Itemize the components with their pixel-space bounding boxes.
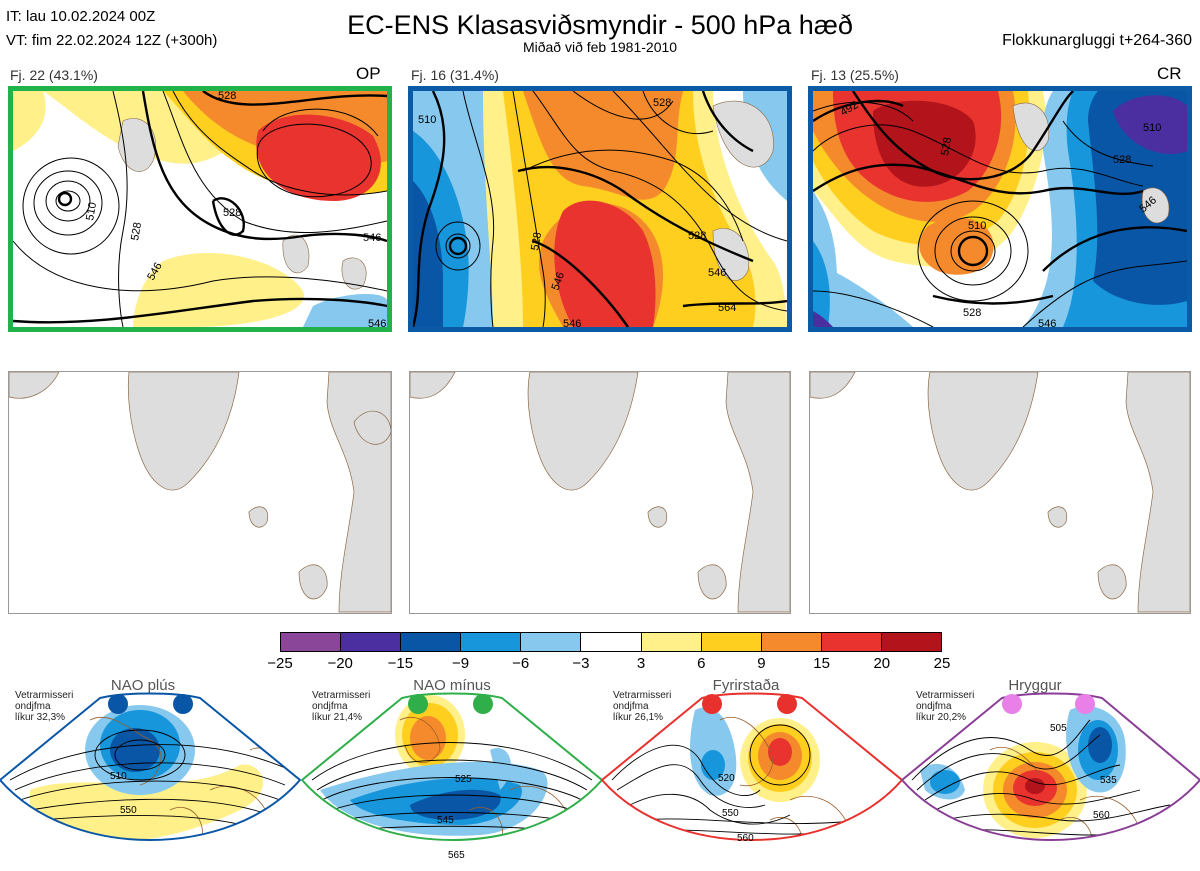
- cluster-2-contour-label: 528: [653, 97, 671, 109]
- cluster-1-contour-label: 546: [363, 232, 381, 244]
- colorbar-segment: [880, 633, 942, 651]
- cluster-3-contour-label: 546: [1038, 318, 1056, 327]
- regime-4-note-line: Vetrarmisseri: [916, 690, 975, 701]
- colorbar-tick-label: −3: [572, 655, 590, 672]
- colorbar: [280, 632, 942, 652]
- colorbar-tick-label: 9: [757, 655, 766, 672]
- colorbar-segment: [281, 633, 341, 651]
- regime-4-map: [902, 693, 1200, 840]
- colorbar-tick-label: 25: [933, 655, 951, 672]
- cluster-1-contour-label: 528: [218, 91, 236, 102]
- cluster-3-contour-label: 528: [963, 307, 981, 319]
- regime-3-note-line: Vetrarmisseri: [613, 690, 672, 701]
- cluster-3-contour-label: 528: [939, 136, 954, 156]
- regime-maps: 510 550 525 545 565: [0, 692, 1200, 861]
- colorbar-tick-label: −9: [451, 655, 470, 672]
- regime-1-note: Vetrarmisseri ondjfma líkur 32,3%: [15, 690, 73, 723]
- regime-4-contour-label: 560: [1093, 810, 1110, 821]
- cluster-1-contour-label: 528: [129, 221, 144, 241]
- colorbar-tick-label: 20: [873, 655, 891, 672]
- cluster-2-contour-label: 564: [718, 302, 736, 314]
- cluster-2-contour-label: 546: [563, 318, 581, 327]
- colorbar-tick-label: −20: [327, 655, 353, 672]
- regime-4-note-line: líkur 20,2%: [916, 712, 967, 723]
- regime-2-note-line: líkur 21,4%: [312, 712, 363, 723]
- cluster-2-contour-label: 528: [529, 231, 544, 251]
- colorbar-segment: [580, 633, 641, 651]
- cluster-3-contour-label: 528: [1113, 154, 1131, 166]
- cluster-2-contour-label: 546: [550, 271, 568, 292]
- base-map-2: [409, 371, 791, 614]
- regime-4-contour-label: 505: [1050, 723, 1067, 734]
- regime-4-note-line: ondjfma: [916, 701, 952, 712]
- regime-3-contour-label: 520: [718, 773, 735, 784]
- cluster-3-tag: CR: [1157, 64, 1182, 83]
- cluster-3-map: 510 528 510 528 546 528 546 492: [808, 86, 1192, 332]
- colorbar-segment: [460, 633, 521, 651]
- regime-2-note-line: ondjfma: [312, 701, 348, 712]
- regime-4-contour-label: 535: [1100, 775, 1117, 786]
- base-map-3: [809, 371, 1191, 614]
- cluster-2-label: Fj. 16 (31.4%): [411, 67, 499, 83]
- regime-1-contour-label: 550: [120, 805, 137, 816]
- cluster-2-contour-label: 510: [418, 114, 436, 126]
- regime-3-note-line: ondjfma: [613, 701, 649, 712]
- regime-4-name: Hryggur: [1008, 677, 1062, 694]
- regime-1-note-line: Vetrarmisseri: [15, 690, 74, 701]
- page-title: EC-ENS Klasasviðsmyndir - 500 hPa hæð: [347, 10, 853, 40]
- colorbar-tick-label: −15: [387, 655, 414, 672]
- regime-2-name: NAO mínus: [413, 677, 491, 694]
- base-map-1: [8, 371, 392, 614]
- regime-1-note-line: líkur 32,3%: [15, 712, 66, 723]
- cluster-1-tag: OP: [356, 64, 381, 83]
- cluster-1-contour-label: 528: [223, 207, 241, 219]
- colorbar-segment: [820, 633, 881, 651]
- regime-2-contour-label: 545: [437, 815, 454, 826]
- regime-1-note-line: ondjfma: [15, 701, 51, 712]
- colorbar-tick-label: 15: [813, 655, 830, 672]
- cluster-2-map: 510 528 528 546 564 546 528 546: [408, 86, 792, 332]
- cluster-1-contour-label: 546: [368, 318, 386, 327]
- regime-2-map: [302, 693, 602, 840]
- colorbar-segment: [760, 633, 821, 651]
- colorbar-segment: [640, 633, 701, 651]
- colorbar-segment: [700, 633, 761, 651]
- cluster-3-contour-label: 510: [968, 220, 986, 232]
- cluster-1-label: Fj. 22 (43.1%): [10, 67, 98, 83]
- page-subtitle: Miðað við feb 1981-2010: [522, 39, 678, 55]
- cluster-1-map: 528 528 546 510 528 546 546: [8, 86, 392, 332]
- regime-3-contour-label: 550: [722, 808, 739, 819]
- initial-time: IT: lau 10.02.2024 00Z: [6, 8, 156, 25]
- colorbar-segment: [400, 633, 461, 651]
- colorbar-tick-label: 6: [697, 655, 706, 672]
- cluster-3-contour-label: 510: [1143, 122, 1161, 134]
- colorbar-segment: [340, 633, 401, 651]
- cluster-2-contour-label: 546: [708, 267, 726, 279]
- valid-time: VT: fim 22.02.2024 12Z (+300h): [6, 32, 218, 49]
- regime-3-note: Vetrarmisseri ondjfma líkur 26,1%: [613, 690, 671, 723]
- regime-4-note: Vetrarmisseri ondjfma líkur 20,2%: [916, 690, 974, 723]
- cluster-2-contour-label: 528: [688, 230, 706, 242]
- regime-2-note-line: Vetrarmisseri: [312, 690, 371, 701]
- regime-2-note: Vetrarmisseri ondjfma líkur 21,4%: [312, 690, 370, 723]
- cluster-1-contour-label: 510: [84, 201, 99, 221]
- colorbar-tick-label: 3: [636, 655, 646, 672]
- classification-window: Flokkunargluggi t+264-360: [1002, 32, 1192, 49]
- regime-2-contour-label: 525: [455, 774, 472, 785]
- cluster-3-label: Fj. 13 (25.5%): [811, 67, 899, 83]
- regime-3-contour-label: 560: [737, 833, 754, 844]
- regime-3-name: Fyrirstaða: [712, 677, 780, 694]
- colorbar-tick-label: −6: [512, 655, 530, 672]
- regime-1-map: [0, 693, 300, 840]
- regime-1-name: NAO plús: [110, 677, 176, 694]
- regime-3-note-line: líkur 26,1%: [613, 712, 664, 723]
- colorbar-segment: [520, 633, 581, 651]
- regime-2-contour-label: 565: [448, 850, 465, 861]
- colorbar-tick-label: −25: [267, 655, 293, 672]
- regime-1-contour-label: 510: [110, 771, 127, 782]
